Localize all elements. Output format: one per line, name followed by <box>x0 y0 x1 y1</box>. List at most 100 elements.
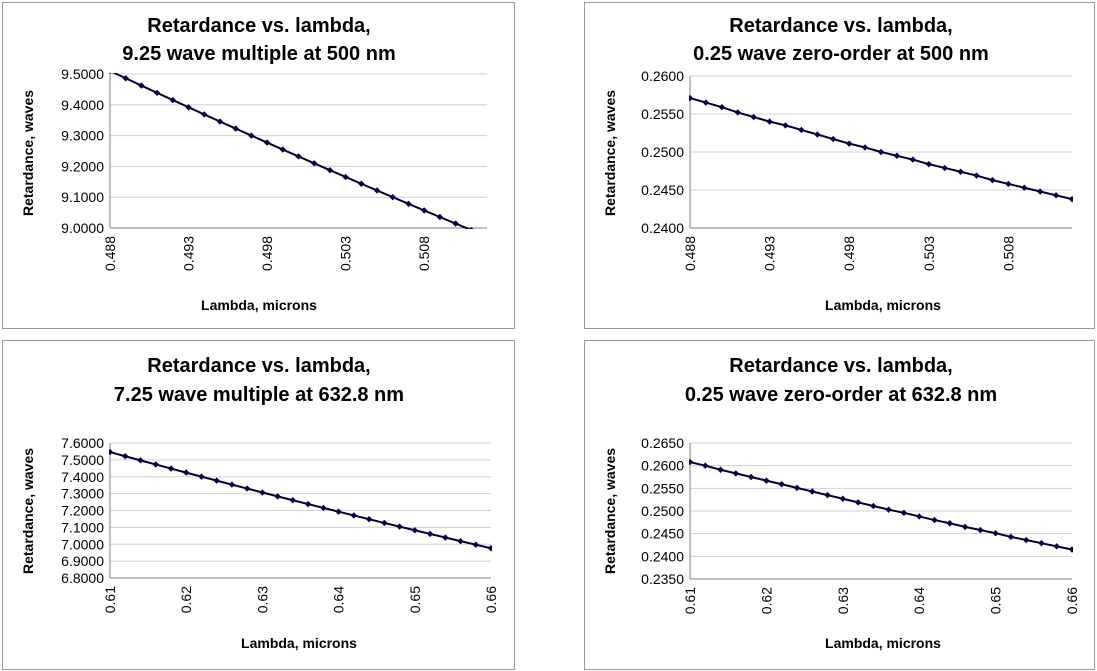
data-point <box>824 491 831 499</box>
data-point <box>925 160 932 168</box>
series-group <box>689 458 1073 553</box>
y-tick-label: 0.2500 <box>641 503 684 519</box>
y-tick-label: 7.5000 <box>61 452 104 468</box>
data-point <box>861 144 869 151</box>
x-tick-label: 0.64 <box>331 586 347 613</box>
y-axis-label: Retardance, waves <box>602 448 618 574</box>
x-tick-label: 0.66 <box>483 586 499 613</box>
data-point <box>1007 533 1015 541</box>
y-tick-label: 7.1000 <box>61 519 104 535</box>
data-point <box>845 140 853 147</box>
data-point <box>243 485 251 492</box>
x-tick-label: 0.508 <box>1000 236 1016 271</box>
data-point <box>961 523 969 531</box>
data-point <box>279 146 286 153</box>
x-tick-label: 0.488 <box>682 236 698 271</box>
x-tick-label: 0.508 <box>416 236 432 271</box>
data-point <box>989 176 996 184</box>
chart-panel-3: Retardance vs. lambda, 7.25 wave multipl… <box>2 340 515 670</box>
data-point <box>973 172 980 179</box>
data-point <box>405 200 412 207</box>
x-tick-label: 0.503 <box>338 236 354 271</box>
y-tick-label: 9.0000 <box>61 220 104 236</box>
y-tick-label: 9.1000 <box>61 189 104 205</box>
series-line <box>689 97 1073 201</box>
y-tick-label: 0.2600 <box>641 458 684 474</box>
data-point <box>137 457 144 464</box>
y-tick-label: 0.2400 <box>641 548 684 564</box>
data-point <box>326 166 334 174</box>
x-axis-label: Lambda, microns <box>825 635 941 651</box>
data-point <box>689 458 694 466</box>
y-tick-label: 9.3000 <box>61 128 104 144</box>
data-point <box>457 537 464 545</box>
data-point <box>320 504 327 512</box>
data-point <box>311 160 318 167</box>
chart-svg: Retardance vs. lambda, 0.25 wave zero-or… <box>602 355 1080 651</box>
data-point <box>909 156 917 163</box>
data-point <box>228 481 236 488</box>
data-point <box>396 523 403 530</box>
y-tick-label: 7.3000 <box>61 486 104 502</box>
data-point <box>411 527 418 534</box>
data-point <box>185 104 192 111</box>
chart-panel-1: Retardance vs. lambda, 9.25 wave multipl… <box>2 2 515 329</box>
data-point <box>877 148 885 156</box>
x-tick-label: 0.503 <box>921 236 937 271</box>
x-axis-label: Lambda, microns <box>201 297 317 313</box>
data-point <box>213 477 220 484</box>
y-tick-label: 9.4000 <box>61 97 104 113</box>
data-point <box>472 541 479 548</box>
data-point <box>718 103 726 111</box>
y-tick-label: 0.2450 <box>641 182 684 198</box>
data-point <box>747 473 755 481</box>
data-point <box>167 465 175 472</box>
data-point <box>766 118 773 125</box>
x-tick-label: 0.62 <box>758 587 774 614</box>
data-point <box>734 109 741 116</box>
data-point <box>778 481 785 488</box>
data-point <box>484 233 490 239</box>
data-point <box>274 493 281 500</box>
data-point <box>1068 546 1073 553</box>
data-point <box>335 508 342 515</box>
data-point <box>1036 188 1044 195</box>
data-point <box>893 152 901 159</box>
data-point <box>138 82 145 89</box>
data-point <box>763 477 770 484</box>
y-axis-label: Retardance, waves <box>602 90 618 216</box>
chart-title-line-2: 9.25 wave multiple at 500 nm <box>122 43 395 65</box>
data-point <box>289 497 297 504</box>
data-point <box>931 516 938 524</box>
data-point <box>854 499 862 506</box>
data-point <box>1053 543 1060 550</box>
data-point <box>732 470 740 477</box>
data-point <box>1052 192 1060 199</box>
chart-svg: Retardance vs. lambda, 0.25 wave zero-or… <box>602 15 1073 313</box>
data-point <box>389 193 396 201</box>
data-point <box>750 113 757 121</box>
data-point <box>1068 195 1073 203</box>
data-point <box>1021 184 1028 191</box>
data-point <box>957 168 964 175</box>
data-point <box>426 530 434 538</box>
chart-title-line-2: 7.25 wave multiple at 632.8 nm <box>114 384 404 406</box>
data-point <box>153 89 161 97</box>
y-tick-label: 7.4000 <box>61 469 104 485</box>
data-point <box>487 545 492 552</box>
y-tick-label: 7.6000 <box>61 435 104 451</box>
x-axis-label: Lambda, microns <box>241 635 357 651</box>
data-point <box>941 164 948 172</box>
x-tick-label: 0.498 <box>841 236 857 271</box>
series-line <box>109 451 492 550</box>
data-point <box>122 75 129 82</box>
y-tick-label: 0.2350 <box>641 571 684 587</box>
data-point <box>198 473 205 480</box>
data-point <box>702 99 710 106</box>
data-point <box>248 132 255 139</box>
chart-svg: Retardance vs. lambda, 7.25 wave multipl… <box>20 355 499 651</box>
chart-title-line-1: Retardance vs. lambda, <box>729 355 952 377</box>
data-point <box>442 534 449 541</box>
data-point <box>839 495 846 502</box>
y-tick-label: 7.0000 <box>61 536 104 552</box>
